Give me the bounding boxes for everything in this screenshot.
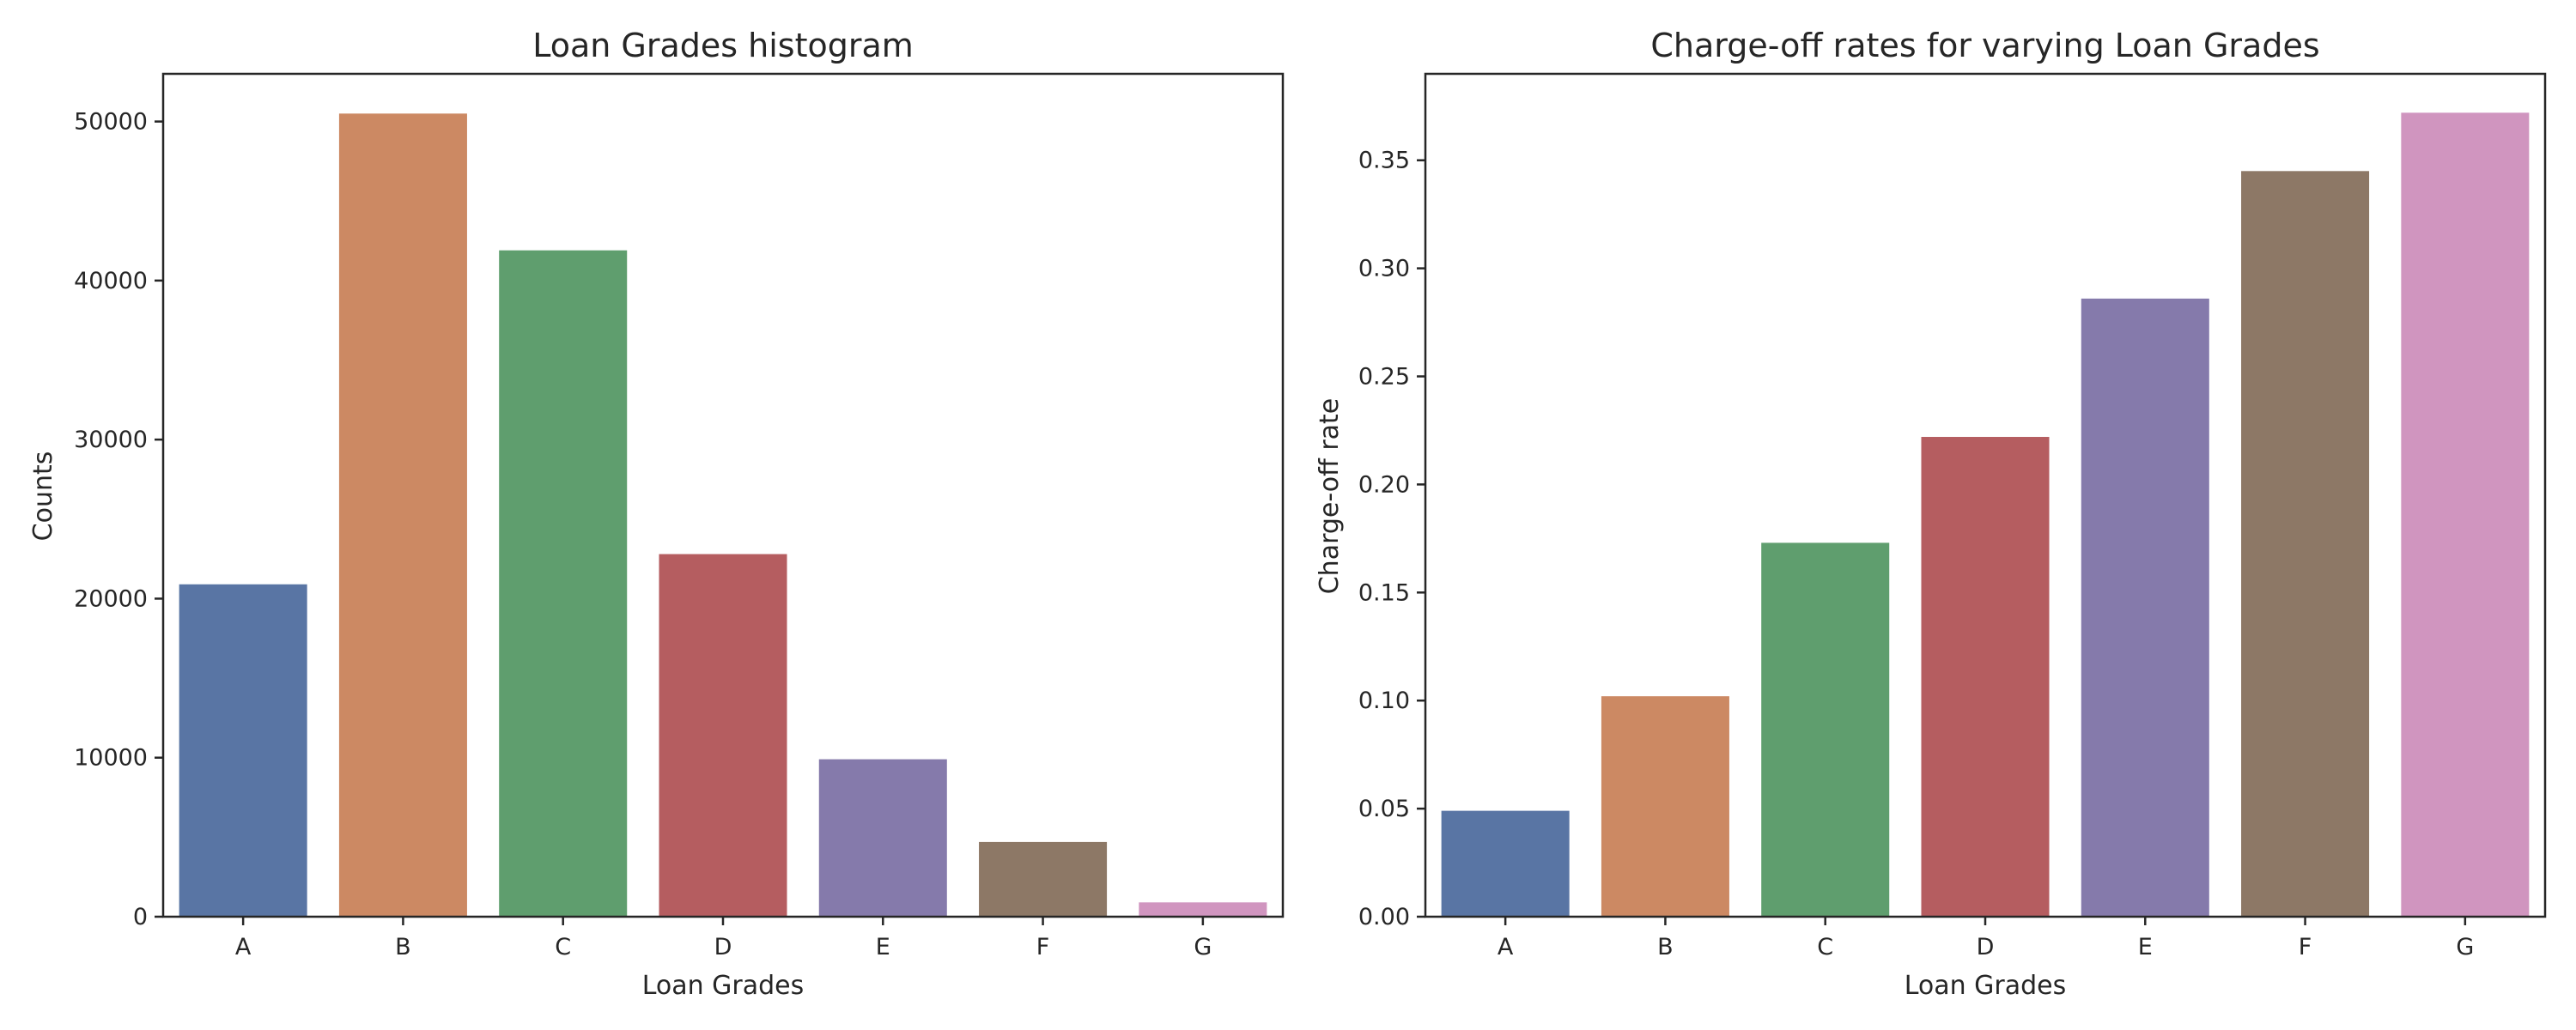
x-axis-label: Loan Grades — [1905, 971, 2067, 1001]
bar-c — [499, 250, 628, 917]
y-tick-label: 0.20 — [1358, 471, 1410, 498]
bar-e — [818, 759, 947, 917]
y-tick-label: 0.05 — [1358, 796, 1410, 822]
bar-g — [1139, 902, 1267, 917]
x-tick-label: E — [2138, 934, 2153, 960]
bar-b — [338, 113, 467, 918]
y-axis-label: Counts — [28, 451, 58, 542]
y-tick-label: 0.30 — [1358, 256, 1410, 282]
x-tick-label: C — [555, 934, 571, 960]
chart-title: Charge-off rates for varying Loan Grades — [1650, 27, 2319, 64]
bar-a — [1441, 810, 1570, 917]
y-tick-label: 30000 — [74, 427, 148, 453]
y-tick-label: 50000 — [74, 109, 148, 136]
ticks: A B C D E F G 0.00 0.05 0.10 0.15 0.20 0.25 0.30 0.35 — [1358, 148, 2474, 960]
plot-frame — [1424, 72, 2547, 918]
bar-f — [2241, 171, 2370, 918]
y-tick-label: 0 — [133, 904, 148, 930]
x-tick-label: G — [2456, 934, 2474, 960]
bar-g — [2401, 112, 2530, 918]
x-tick-label: A — [1498, 934, 1514, 960]
x-axis-label: Loan Grades — [642, 971, 805, 1001]
x-tick-label: A — [235, 934, 252, 960]
bars — [179, 113, 1267, 918]
y-tick-label: 0.10 — [1358, 688, 1410, 714]
chart-loan-grades-histogram: Loan Grades histogram Counts Loan Grades… — [28, 27, 1285, 1001]
bar-f — [979, 841, 1108, 917]
x-tick-label: F — [2299, 934, 2312, 960]
x-tick-label: F — [1036, 934, 1050, 960]
x-tick-label: B — [1657, 934, 1674, 960]
bar-d — [659, 554, 787, 917]
y-tick-label: 0.00 — [1358, 904, 1410, 930]
chart-title: Loan Grades histogram — [532, 27, 914, 64]
bar-b — [1601, 696, 1729, 917]
x-tick-label: D — [714, 934, 732, 960]
bar-d — [1921, 437, 2050, 917]
y-tick-label: 10000 — [74, 745, 148, 772]
y-tick-label: 40000 — [74, 268, 148, 294]
bars — [1441, 112, 2530, 918]
bar-e — [2081, 298, 2209, 917]
chart-charge-off-rates: Charge-off rates for varying Loan Grades… — [1315, 27, 2547, 1001]
ticks: A B C D E F G 0 10000 20000 30000 40000 50000 — [74, 109, 1212, 960]
x-tick-label: B — [395, 934, 411, 960]
y-tick-label: 20000 — [74, 585, 148, 612]
bar-c — [1761, 542, 1890, 917]
y-tick-label: 0.25 — [1358, 364, 1410, 391]
y-tick-label: 0.35 — [1358, 148, 1410, 174]
plot-frame — [161, 72, 1285, 918]
x-tick-label: G — [1194, 934, 1212, 960]
y-axis-label: Charge-off rate — [1315, 398, 1345, 595]
bar-a — [179, 584, 307, 917]
x-tick-label: D — [1977, 934, 1995, 960]
x-tick-label: E — [876, 934, 890, 960]
y-tick-label: 0.15 — [1358, 579, 1410, 606]
x-tick-label: C — [1817, 934, 1833, 960]
